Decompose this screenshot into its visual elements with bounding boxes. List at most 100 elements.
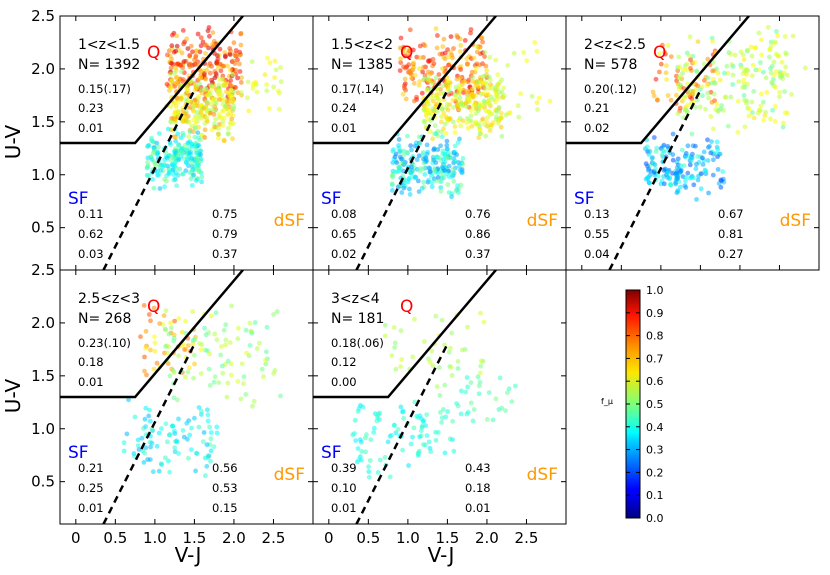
data-point bbox=[251, 80, 257, 86]
data-point bbox=[417, 79, 422, 84]
data-point bbox=[182, 111, 188, 117]
data-point bbox=[424, 412, 430, 417]
data-point bbox=[732, 52, 738, 58]
data-point bbox=[419, 428, 424, 434]
data-point bbox=[448, 345, 453, 351]
data-point bbox=[416, 153, 422, 159]
data-point bbox=[448, 364, 454, 370]
data-point bbox=[488, 82, 494, 87]
star-forming-region-label: SF bbox=[68, 189, 89, 209]
data-point bbox=[751, 89, 757, 94]
data-point bbox=[403, 87, 408, 93]
data-point bbox=[191, 117, 197, 123]
data-point bbox=[730, 82, 736, 87]
data-point bbox=[421, 339, 427, 344]
data-point bbox=[223, 322, 229, 328]
data-point bbox=[651, 93, 657, 99]
data-point bbox=[197, 148, 203, 154]
scatter-points bbox=[350, 310, 518, 480]
data-point bbox=[271, 84, 277, 90]
data-point bbox=[417, 66, 422, 72]
data-point bbox=[155, 172, 160, 178]
data-point bbox=[442, 121, 448, 127]
data-point bbox=[187, 64, 193, 70]
panel-frame bbox=[312, 269, 567, 525]
data-point bbox=[179, 329, 185, 335]
q-stat-label: 0.02 bbox=[584, 121, 610, 135]
data-point bbox=[191, 104, 197, 109]
data-point bbox=[415, 178, 421, 184]
data-point bbox=[427, 359, 433, 365]
data-point bbox=[488, 122, 494, 128]
data-point bbox=[468, 113, 474, 119]
data-point bbox=[397, 166, 403, 172]
data-point bbox=[355, 446, 361, 451]
data-point bbox=[212, 331, 218, 337]
data-point bbox=[668, 181, 674, 187]
data-point bbox=[166, 458, 171, 464]
data-point bbox=[408, 71, 414, 77]
data-point bbox=[150, 469, 156, 475]
data-point bbox=[482, 73, 487, 79]
data-point bbox=[192, 134, 198, 140]
data-point bbox=[152, 348, 158, 354]
q-stat-label: 0.01 bbox=[78, 375, 104, 389]
data-point bbox=[459, 170, 464, 175]
y-tick-label: 1.5 bbox=[31, 113, 55, 131]
data-point bbox=[174, 183, 180, 189]
data-point bbox=[232, 53, 238, 58]
data-point bbox=[203, 86, 209, 91]
data-point bbox=[446, 78, 451, 84]
data-point bbox=[698, 87, 703, 92]
x-tick-label: 0 bbox=[71, 529, 81, 547]
data-point bbox=[392, 154, 398, 160]
data-point bbox=[434, 384, 440, 389]
data-point bbox=[501, 93, 507, 98]
data-point bbox=[683, 174, 689, 180]
data-point bbox=[420, 423, 425, 429]
data-point bbox=[196, 424, 202, 430]
data-point bbox=[143, 445, 149, 451]
data-point bbox=[165, 126, 171, 132]
data-point bbox=[437, 179, 443, 184]
data-point bbox=[450, 97, 456, 103]
dsf-stat-label: 0.37 bbox=[465, 247, 491, 261]
colorbar-tick-label: 0.4 bbox=[646, 421, 664, 434]
data-point bbox=[661, 142, 667, 148]
data-point bbox=[693, 104, 698, 110]
data-point bbox=[446, 190, 452, 195]
data-point bbox=[534, 48, 540, 54]
data-point bbox=[750, 62, 756, 68]
data-point bbox=[173, 48, 179, 54]
data-point bbox=[700, 93, 705, 98]
data-point bbox=[267, 106, 272, 111]
data-point bbox=[449, 373, 455, 378]
data-point bbox=[694, 197, 699, 202]
data-point bbox=[208, 84, 214, 89]
data-point bbox=[180, 146, 186, 152]
data-point bbox=[223, 54, 228, 60]
data-point bbox=[410, 47, 416, 53]
sf-dsf-dividing-line bbox=[102, 343, 196, 524]
q-stat-label: 0.18(.06) bbox=[331, 336, 384, 350]
data-point bbox=[401, 415, 407, 421]
data-point bbox=[705, 90, 711, 96]
quiescent-region-label: Q bbox=[400, 297, 413, 317]
data-point bbox=[719, 178, 724, 184]
data-point bbox=[456, 118, 461, 123]
data-point bbox=[164, 155, 170, 161]
data-point bbox=[193, 121, 199, 127]
data-point bbox=[650, 155, 655, 161]
data-point bbox=[220, 123, 226, 128]
data-point bbox=[397, 149, 403, 155]
data-point bbox=[198, 152, 204, 158]
selection-boundary bbox=[60, 16, 244, 270]
data-point bbox=[449, 194, 454, 200]
data-point bbox=[438, 188, 444, 194]
data-point bbox=[131, 451, 137, 456]
data-point bbox=[420, 150, 426, 156]
data-point bbox=[401, 64, 406, 70]
colorbar: 0.0 0.1 0.2 0.3 0.4 0.5 0.6 0.7 0.8 0.9 1.0 f_μ bbox=[601, 284, 663, 525]
data-point bbox=[452, 143, 458, 149]
data-point bbox=[199, 174, 205, 180]
